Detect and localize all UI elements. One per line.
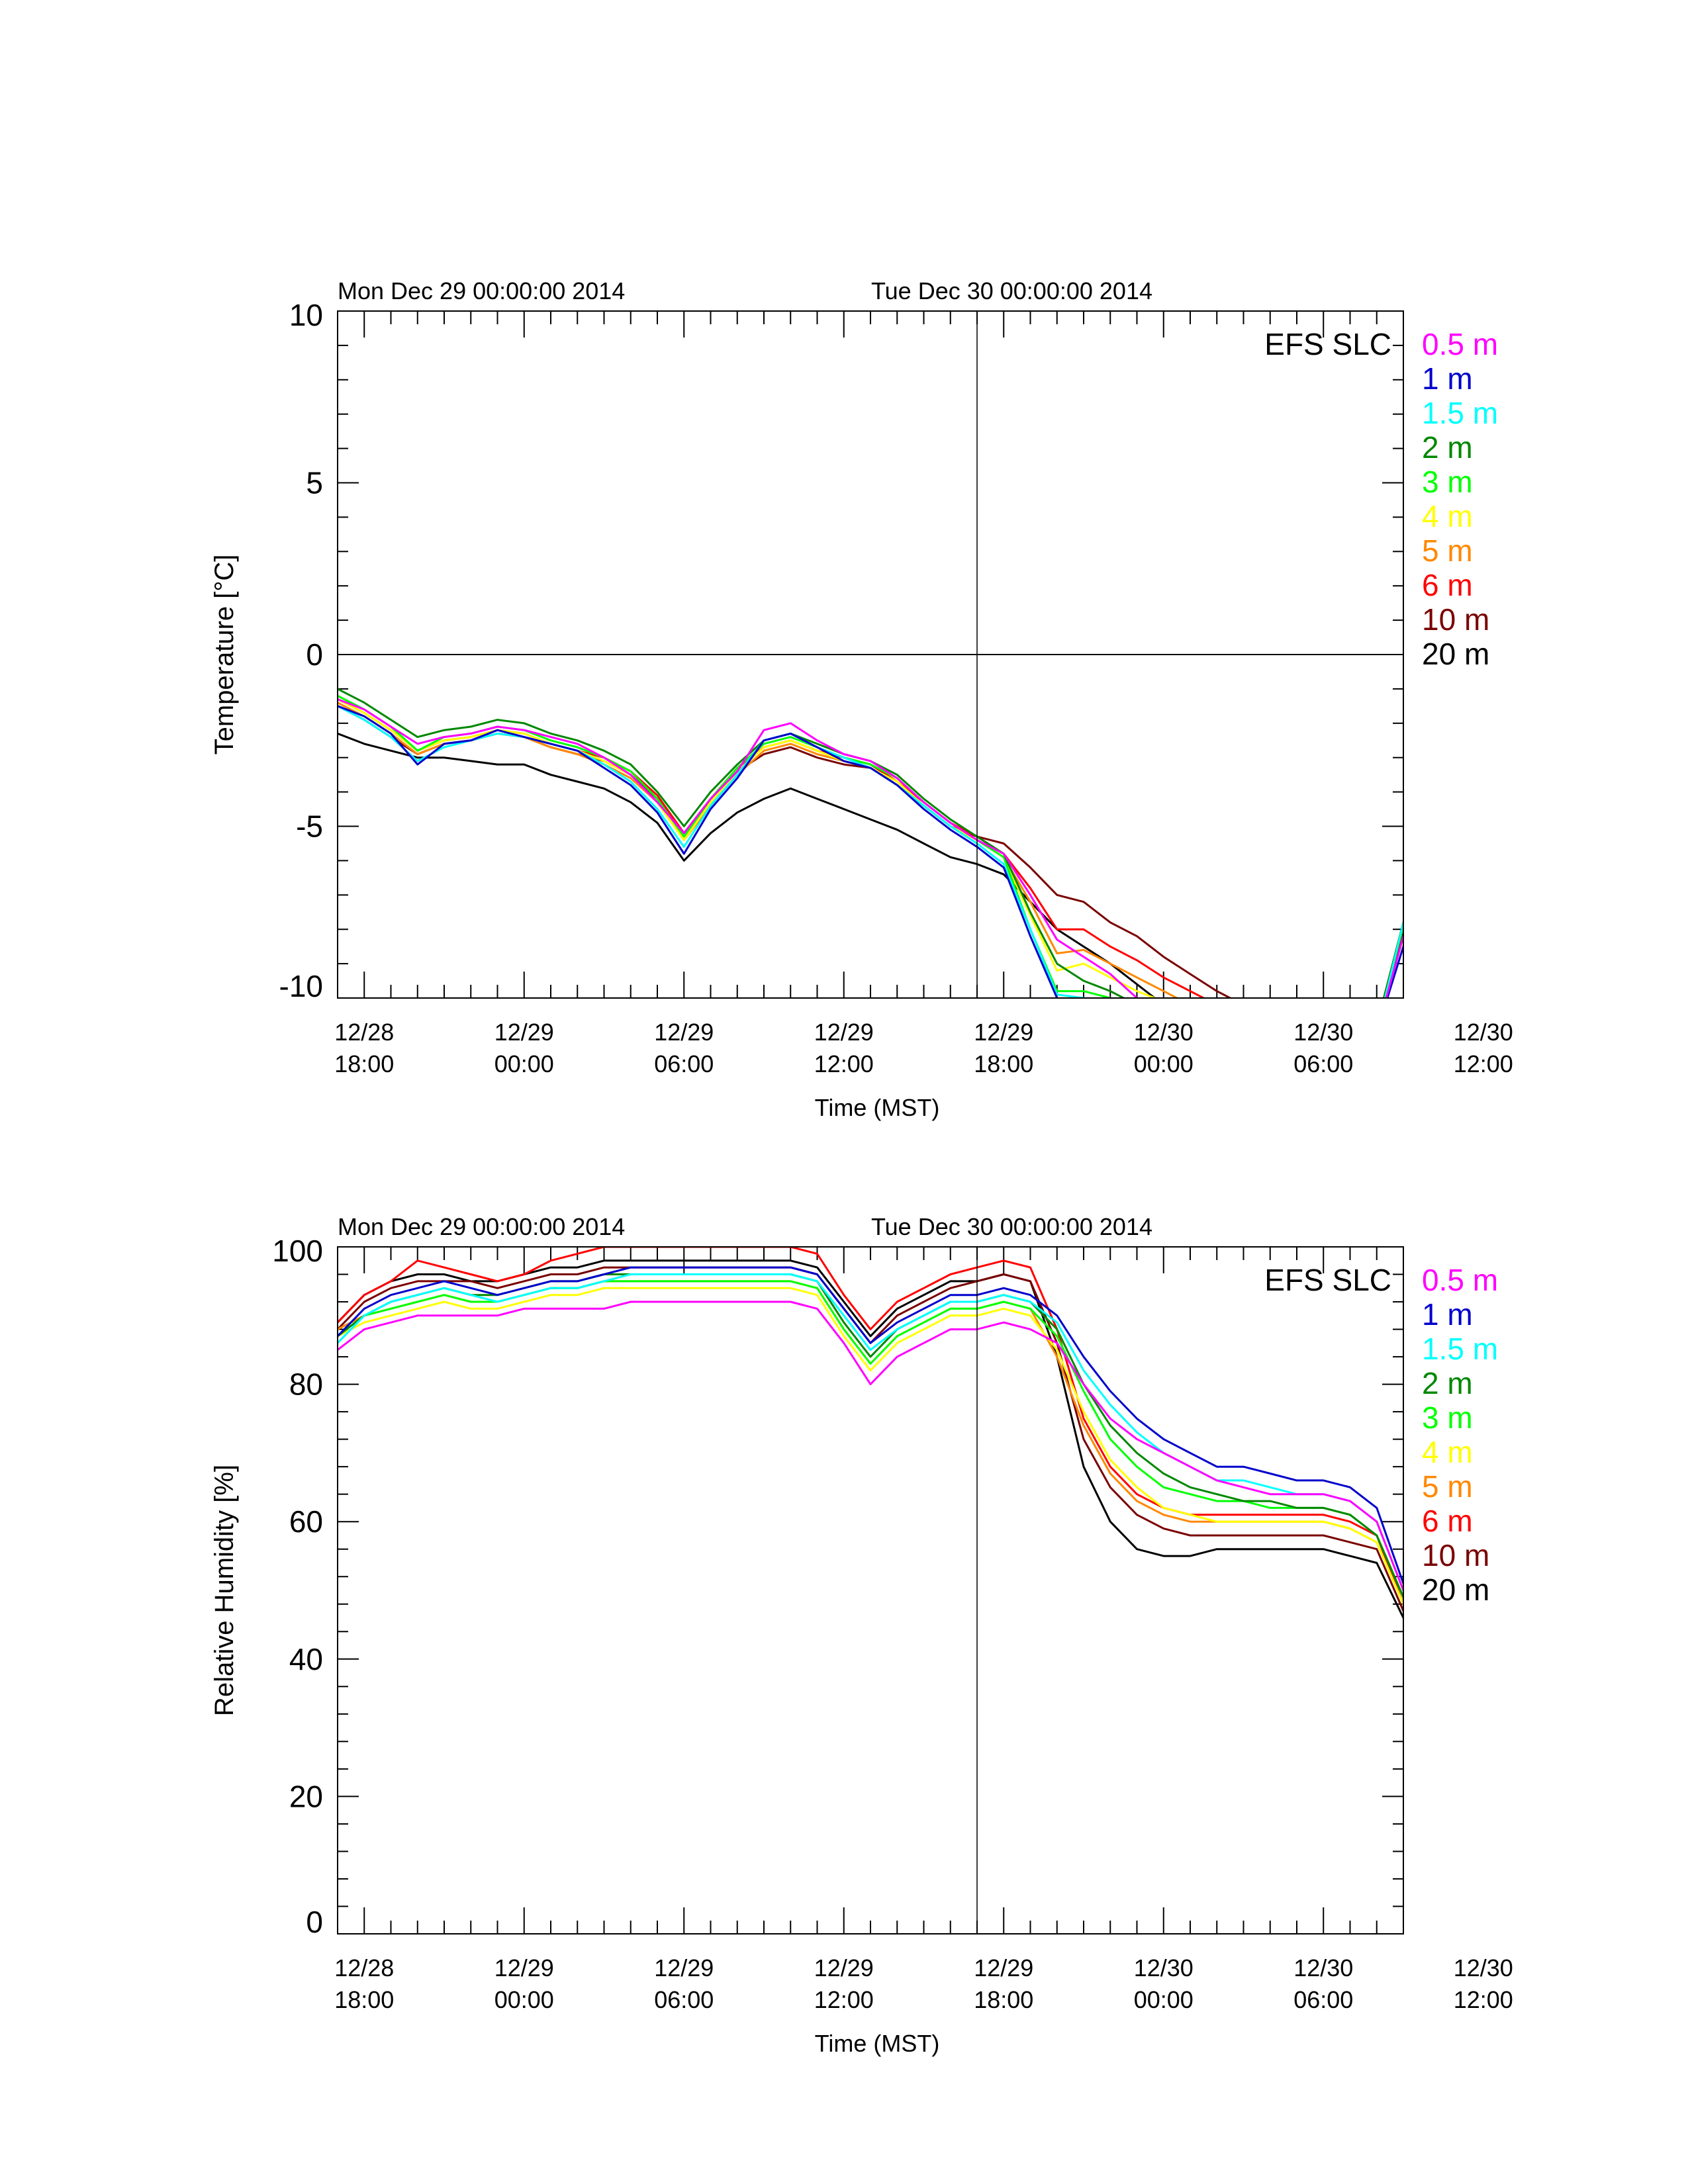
legend-entry: 1.5 m xyxy=(1422,1332,1498,1366)
x-tick-time: 18:00 xyxy=(974,1050,1033,1077)
series-line-20-m xyxy=(338,733,1156,998)
x-tick-date: 12/30 xyxy=(1454,1954,1513,1981)
top-date-label: Mon Dec 29 00:00:00 2014 xyxy=(338,1213,625,1240)
x-tick-time: 12:00 xyxy=(814,1050,874,1077)
plot-frame xyxy=(337,1246,1404,1934)
legend-entry: 4 m xyxy=(1422,499,1473,533)
x-tick-time: 12:00 xyxy=(1454,1050,1513,1077)
y-tick-label: 5 xyxy=(306,466,323,500)
x-tick-time: 18:00 xyxy=(334,1986,394,2013)
top-date-label: Mon Dec 29 00:00:00 2014 xyxy=(338,277,625,304)
x-tick-date: 12/29 xyxy=(654,1954,714,1981)
y-tick-label: 10 xyxy=(289,298,323,332)
series-line-6-m xyxy=(338,1247,1403,1606)
x-tick-date: 12/29 xyxy=(814,1954,874,1981)
site-label: EFS SLC xyxy=(1264,1263,1391,1297)
x-tick-date: 12/29 xyxy=(974,1019,1033,1046)
plot-frame xyxy=(337,310,1404,999)
legend-entry: 5 m xyxy=(1422,533,1473,568)
x-tick-time: 06:00 xyxy=(1293,1050,1353,1077)
y-tick-label: 40 xyxy=(289,1642,323,1676)
x-tick-date: 12/29 xyxy=(974,1954,1033,1981)
series-line-4-m xyxy=(338,1287,1403,1606)
legend-entry: 0.5 m xyxy=(1422,1263,1498,1297)
legend-entry: 20 m xyxy=(1422,1572,1489,1607)
x-tick-date: 12/29 xyxy=(494,1019,554,1046)
x-tick-time: 06:00 xyxy=(654,1986,714,2013)
x-tick-date: 12/30 xyxy=(1454,1019,1513,1046)
y-tick-label: -10 xyxy=(279,969,323,1003)
y-tick-label: -5 xyxy=(296,809,323,844)
site-label: EFS SLC xyxy=(1264,327,1391,361)
x-tick-date: 12/30 xyxy=(1134,1019,1194,1046)
x-tick-time: 06:00 xyxy=(1293,1986,1353,2013)
series-line-0-5-m xyxy=(338,698,1403,998)
x-tick-time: 18:00 xyxy=(334,1050,394,1077)
x-tick-date: 12/30 xyxy=(1293,1954,1353,1981)
x-tick-date: 12/29 xyxy=(494,1954,554,1981)
series-line-1-m xyxy=(338,705,1403,998)
legend-entry: 6 m xyxy=(1422,1504,1473,1538)
y-tick-label: 0 xyxy=(306,637,323,672)
legend-entry: 1 m xyxy=(1422,1297,1473,1332)
series-lines xyxy=(338,688,1403,998)
x-tick-date: 12/30 xyxy=(1293,1019,1353,1046)
top-date-label: Tue Dec 30 00:00:00 2014 xyxy=(871,1213,1152,1240)
x-tick-time: 06:00 xyxy=(654,1050,714,1077)
y-axis-title: Relative Humidity [%] xyxy=(210,1465,239,1716)
y-tick-label: 0 xyxy=(306,1905,323,1939)
legend-entry: 10 m xyxy=(1422,602,1489,637)
x-tick-date: 12/29 xyxy=(814,1019,874,1046)
legend-entry: 1.5 m xyxy=(1422,396,1498,430)
legend-entry: 4 m xyxy=(1422,1435,1473,1469)
x-tick-time: 18:00 xyxy=(974,1986,1033,2013)
legend-entry: 6 m xyxy=(1422,568,1473,602)
legend-entry: 5 m xyxy=(1422,1469,1473,1504)
x-tick-time: 12:00 xyxy=(1454,1986,1513,2013)
legend-entry: 0.5 m xyxy=(1422,327,1498,361)
top-date-label: Tue Dec 30 00:00:00 2014 xyxy=(871,277,1152,304)
chart-2: Mon Dec 29 00:00:00 2014 Tue Dec 30 00:00… xyxy=(210,1213,1513,2057)
x-tick-date: 12/30 xyxy=(1134,1954,1194,1981)
y-axis-title: Temperature [°C] xyxy=(210,555,239,755)
series-line-3-m xyxy=(338,694,1403,998)
x-tick-time: 12:00 xyxy=(814,1986,874,2013)
y-tick-label: 80 xyxy=(289,1367,323,1402)
legend-entry: 2 m xyxy=(1422,1366,1473,1400)
x-tick-date: 12/28 xyxy=(334,1019,394,1046)
chart-1: Mon Dec 29 00:00:00 2014 Tue Dec 30 00:00… xyxy=(210,277,1513,1121)
series-line-0-5-m xyxy=(338,1300,1403,1593)
x-tick-time: 00:00 xyxy=(494,1986,554,2013)
x-tick-time: 00:00 xyxy=(494,1050,554,1077)
legend-entry: 10 m xyxy=(1422,1538,1489,1572)
x-axis-title: Time (MST) xyxy=(815,1094,940,1121)
y-tick-label: 20 xyxy=(289,1779,323,1813)
x-tick-time: 00:00 xyxy=(1134,1986,1194,2013)
legend-entry: 3 m xyxy=(1422,1400,1473,1435)
series-lines xyxy=(338,1247,1403,1620)
y-tick-label: 60 xyxy=(289,1504,323,1539)
legend-entry: 2 m xyxy=(1422,430,1473,465)
x-axis-title: Time (MST) xyxy=(815,2030,940,2057)
y-tick-label: 100 xyxy=(272,1234,323,1268)
x-tick-date: 12/28 xyxy=(334,1954,394,1981)
x-tick-time: 00:00 xyxy=(1134,1050,1194,1077)
legend-entry: 3 m xyxy=(1422,465,1473,499)
x-tick-date: 12/29 xyxy=(654,1019,714,1046)
series-line-1-m xyxy=(338,1266,1403,1586)
series-line-10-m xyxy=(338,1266,1403,1613)
series-line-1-5-m xyxy=(338,1273,1403,1593)
legend-entry: 1 m xyxy=(1422,361,1473,396)
legend-entry: 20 m xyxy=(1422,637,1489,671)
